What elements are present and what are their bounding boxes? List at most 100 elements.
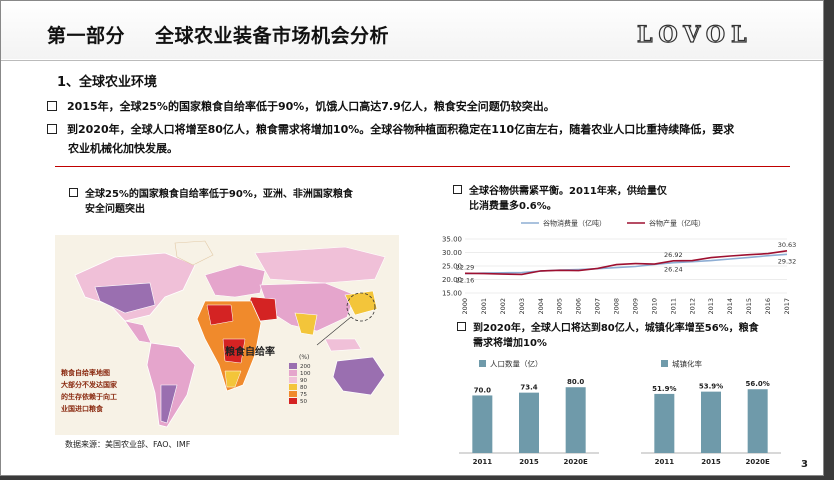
bullet-food-security: 2015年，全球25%的国家粮食自给率低于90%，饥饿人口高达7.9亿人，粮食安…	[47, 97, 807, 116]
legend-value: 75	[300, 392, 307, 398]
bar-category-label: 2015	[701, 458, 721, 466]
legend-swatch-100	[289, 370, 297, 376]
x-tick-label: 2007	[594, 298, 602, 315]
bar-value-label: 73.4	[520, 384, 537, 392]
square-bullet-icon	[453, 185, 462, 194]
lovol-logo: LOVOL	[636, 21, 753, 48]
central-africa-region	[222, 338, 246, 364]
x-tick-label: 2003	[518, 298, 526, 315]
x-tick-label: 2010	[650, 298, 658, 315]
legend-label-1: 谷物产量（亿吨）	[649, 219, 705, 228]
bar	[747, 389, 768, 453]
bar-value-label: 53.9%	[699, 383, 723, 391]
x-tick-label: 2014	[726, 298, 734, 315]
bar	[519, 392, 539, 453]
north-africa-region	[206, 304, 234, 326]
bar-value-label: 51.9%	[652, 385, 676, 393]
series-line-0	[464, 253, 788, 275]
red-divider	[55, 166, 790, 167]
y-tick-label: 25.00	[442, 263, 462, 271]
x-tick-label: 2016	[764, 298, 772, 315]
x-tick-label: 2008	[613, 298, 621, 315]
x-tick-label: 2013	[707, 298, 715, 315]
x-tick-label: 2004	[537, 298, 545, 315]
bullet-text: 2015年，全球25%的国家粮食自给率低于90%，饥饿人口高达7.9亿人，粮食安…	[67, 100, 555, 113]
square-bullet-icon	[457, 322, 466, 331]
series-line-1	[464, 250, 788, 276]
data-label: 22.29	[456, 263, 475, 271]
y-tick-label: 30.00	[442, 249, 462, 257]
greenland-region	[174, 240, 214, 266]
bar-category-label: 2020E	[564, 458, 588, 466]
bullet-text: 到2020年，全球人口将增至80亿人，粮食需求将增加10%。全球谷物种植面积稳定…	[67, 123, 735, 136]
central-america-region	[124, 320, 152, 344]
y-tick-label: 20.00	[442, 276, 462, 284]
x-tick-label: 2017	[783, 298, 791, 315]
title-bar: 第一部分 全球农业装备市场机会分析 LOVOL	[1, 1, 823, 59]
russia-region	[254, 246, 386, 284]
grain-caption-line1: 全球谷物供需紧平衡。2011年来，供给量仅	[469, 186, 667, 197]
legend-swatch-75	[289, 391, 297, 397]
legend-value: 80	[300, 385, 307, 391]
legend-swatch	[661, 360, 668, 367]
bar-value-label: 80.0	[567, 378, 584, 386]
bar-category-label: 2011	[473, 458, 493, 466]
legend-value: 100	[300, 371, 311, 377]
callout-line	[316, 316, 352, 346]
legend-label: 人口数量（亿）	[490, 359, 543, 369]
population-caption-line2: 需求将增加10%	[473, 338, 547, 349]
south-africa-region	[224, 370, 242, 388]
bar-value-label: 56.0%	[746, 380, 770, 388]
bar-category-label: 2020E	[746, 458, 770, 466]
bar-category-label: 2011	[655, 458, 675, 466]
legend-swatch-80	[289, 384, 297, 390]
map-caption-line2: 安全问题突出	[85, 204, 145, 215]
square-bullet-icon	[69, 188, 78, 197]
usa-region	[94, 282, 156, 314]
legend-label: 城镇化率	[672, 359, 702, 369]
data-source: 数据来源：美国农业部、FAO、IMF	[65, 440, 191, 449]
grain-caption-line2: 比消费量多0.6%。	[469, 201, 557, 212]
east-asia-region	[344, 290, 378, 316]
legend-value: 200	[300, 364, 311, 370]
x-tick-label: 2012	[688, 298, 696, 315]
legend-swatch	[479, 360, 486, 367]
page-number: 3	[801, 459, 808, 470]
legend-swatch-200	[289, 363, 297, 369]
slide: 第一部分 全球农业装备市场机会分析 LOVOL 1、全球农业环境 2015年，全球…	[0, 0, 824, 476]
title-part: 第一部分	[47, 25, 126, 47]
x-tick-label: 2006	[575, 298, 583, 315]
south-asia-region	[294, 312, 318, 336]
data-label: 30.63	[778, 241, 797, 249]
highlight-circle	[346, 292, 376, 322]
bar	[701, 391, 721, 453]
square-bullet-icon	[47, 124, 57, 134]
title-divider	[1, 60, 823, 61]
population-caption: 到2020年，全球人口将达到80亿人，城镇化率增至56%，粮食 需求将增加10%	[457, 321, 797, 351]
legend-swatch-50	[289, 398, 297, 404]
side-note-line1: 粮食自给率地图	[61, 368, 110, 377]
legend-value: 90	[300, 378, 307, 384]
side-note-line4: 业国进口粮食	[61, 404, 104, 413]
world-map-svg: 粮食自给率 粮食自给率地图 大部分不发达国家 的生存依赖于向工 业国进口粮食 (…	[61, 240, 386, 428]
urbanization-bar-chart: 城镇化率 51.9% 2011 53.9% 2015 56.0% 2020E	[641, 359, 781, 466]
y-tick-label: 15.00	[442, 290, 462, 298]
x-tick-label: 2002	[499, 298, 507, 315]
population-caption-line1: 到2020年，全球人口将达到80亿人，城镇化率增至56%，粮食	[473, 323, 759, 334]
bullet-population: 到2020年，全球人口将增至80亿人，粮食需求将增加10%。全球谷物种植面积稳定…	[47, 120, 807, 158]
square-bullet-icon	[47, 101, 57, 111]
y-tick-label: 35.00	[442, 236, 462, 244]
map-caption: 全球25%的国家粮食自给率低于90%，亚洲、非洲国家粮食 安全问题突出	[69, 187, 409, 217]
grain-line-chart: 谷物消费量（亿吨） 谷物产量（亿吨） 35.00 30.00 25.00 20.00 15.…	[442, 219, 797, 315]
food-self-sufficiency-map: 粮食自给率 粮食自给率地图 大部分不发达国家 的生存依赖于向工 业国进口粮食 (…	[55, 235, 399, 435]
legend-unit: (%)	[299, 354, 309, 361]
data-label: 29.32	[778, 257, 797, 265]
southeast-asia-region	[324, 338, 362, 352]
population-bar-chart: 人口数量（亿） 70.0 2011 73.4 2015 80.0 2020E	[459, 359, 599, 466]
title-text: 全球农业装备市场机会分析	[155, 25, 390, 47]
x-tick-label: 2015	[745, 298, 753, 315]
legend-label-0: 谷物消费量（亿吨）	[543, 219, 606, 228]
x-tick-label: 2005	[556, 298, 564, 315]
australia-region	[332, 356, 386, 396]
x-tick-label: 2000	[461, 298, 469, 315]
